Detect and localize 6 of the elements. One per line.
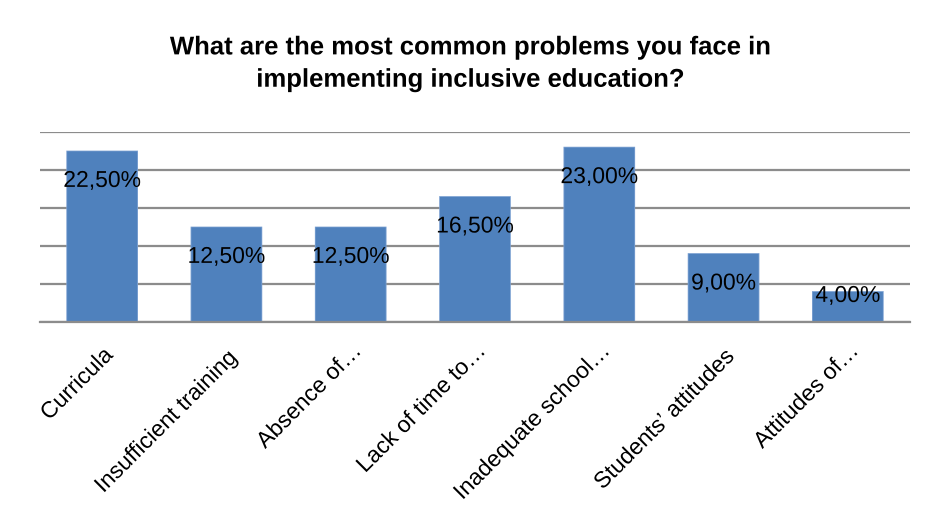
data-label: 9,00%	[692, 274, 756, 292]
bar	[688, 253, 760, 322]
bar	[439, 196, 511, 322]
bar	[563, 146, 636, 322]
chart-title: What are the most common problems you face in implementing inclusive education?	[170, 36, 770, 92]
data-label: 4,00%	[816, 286, 880, 305]
